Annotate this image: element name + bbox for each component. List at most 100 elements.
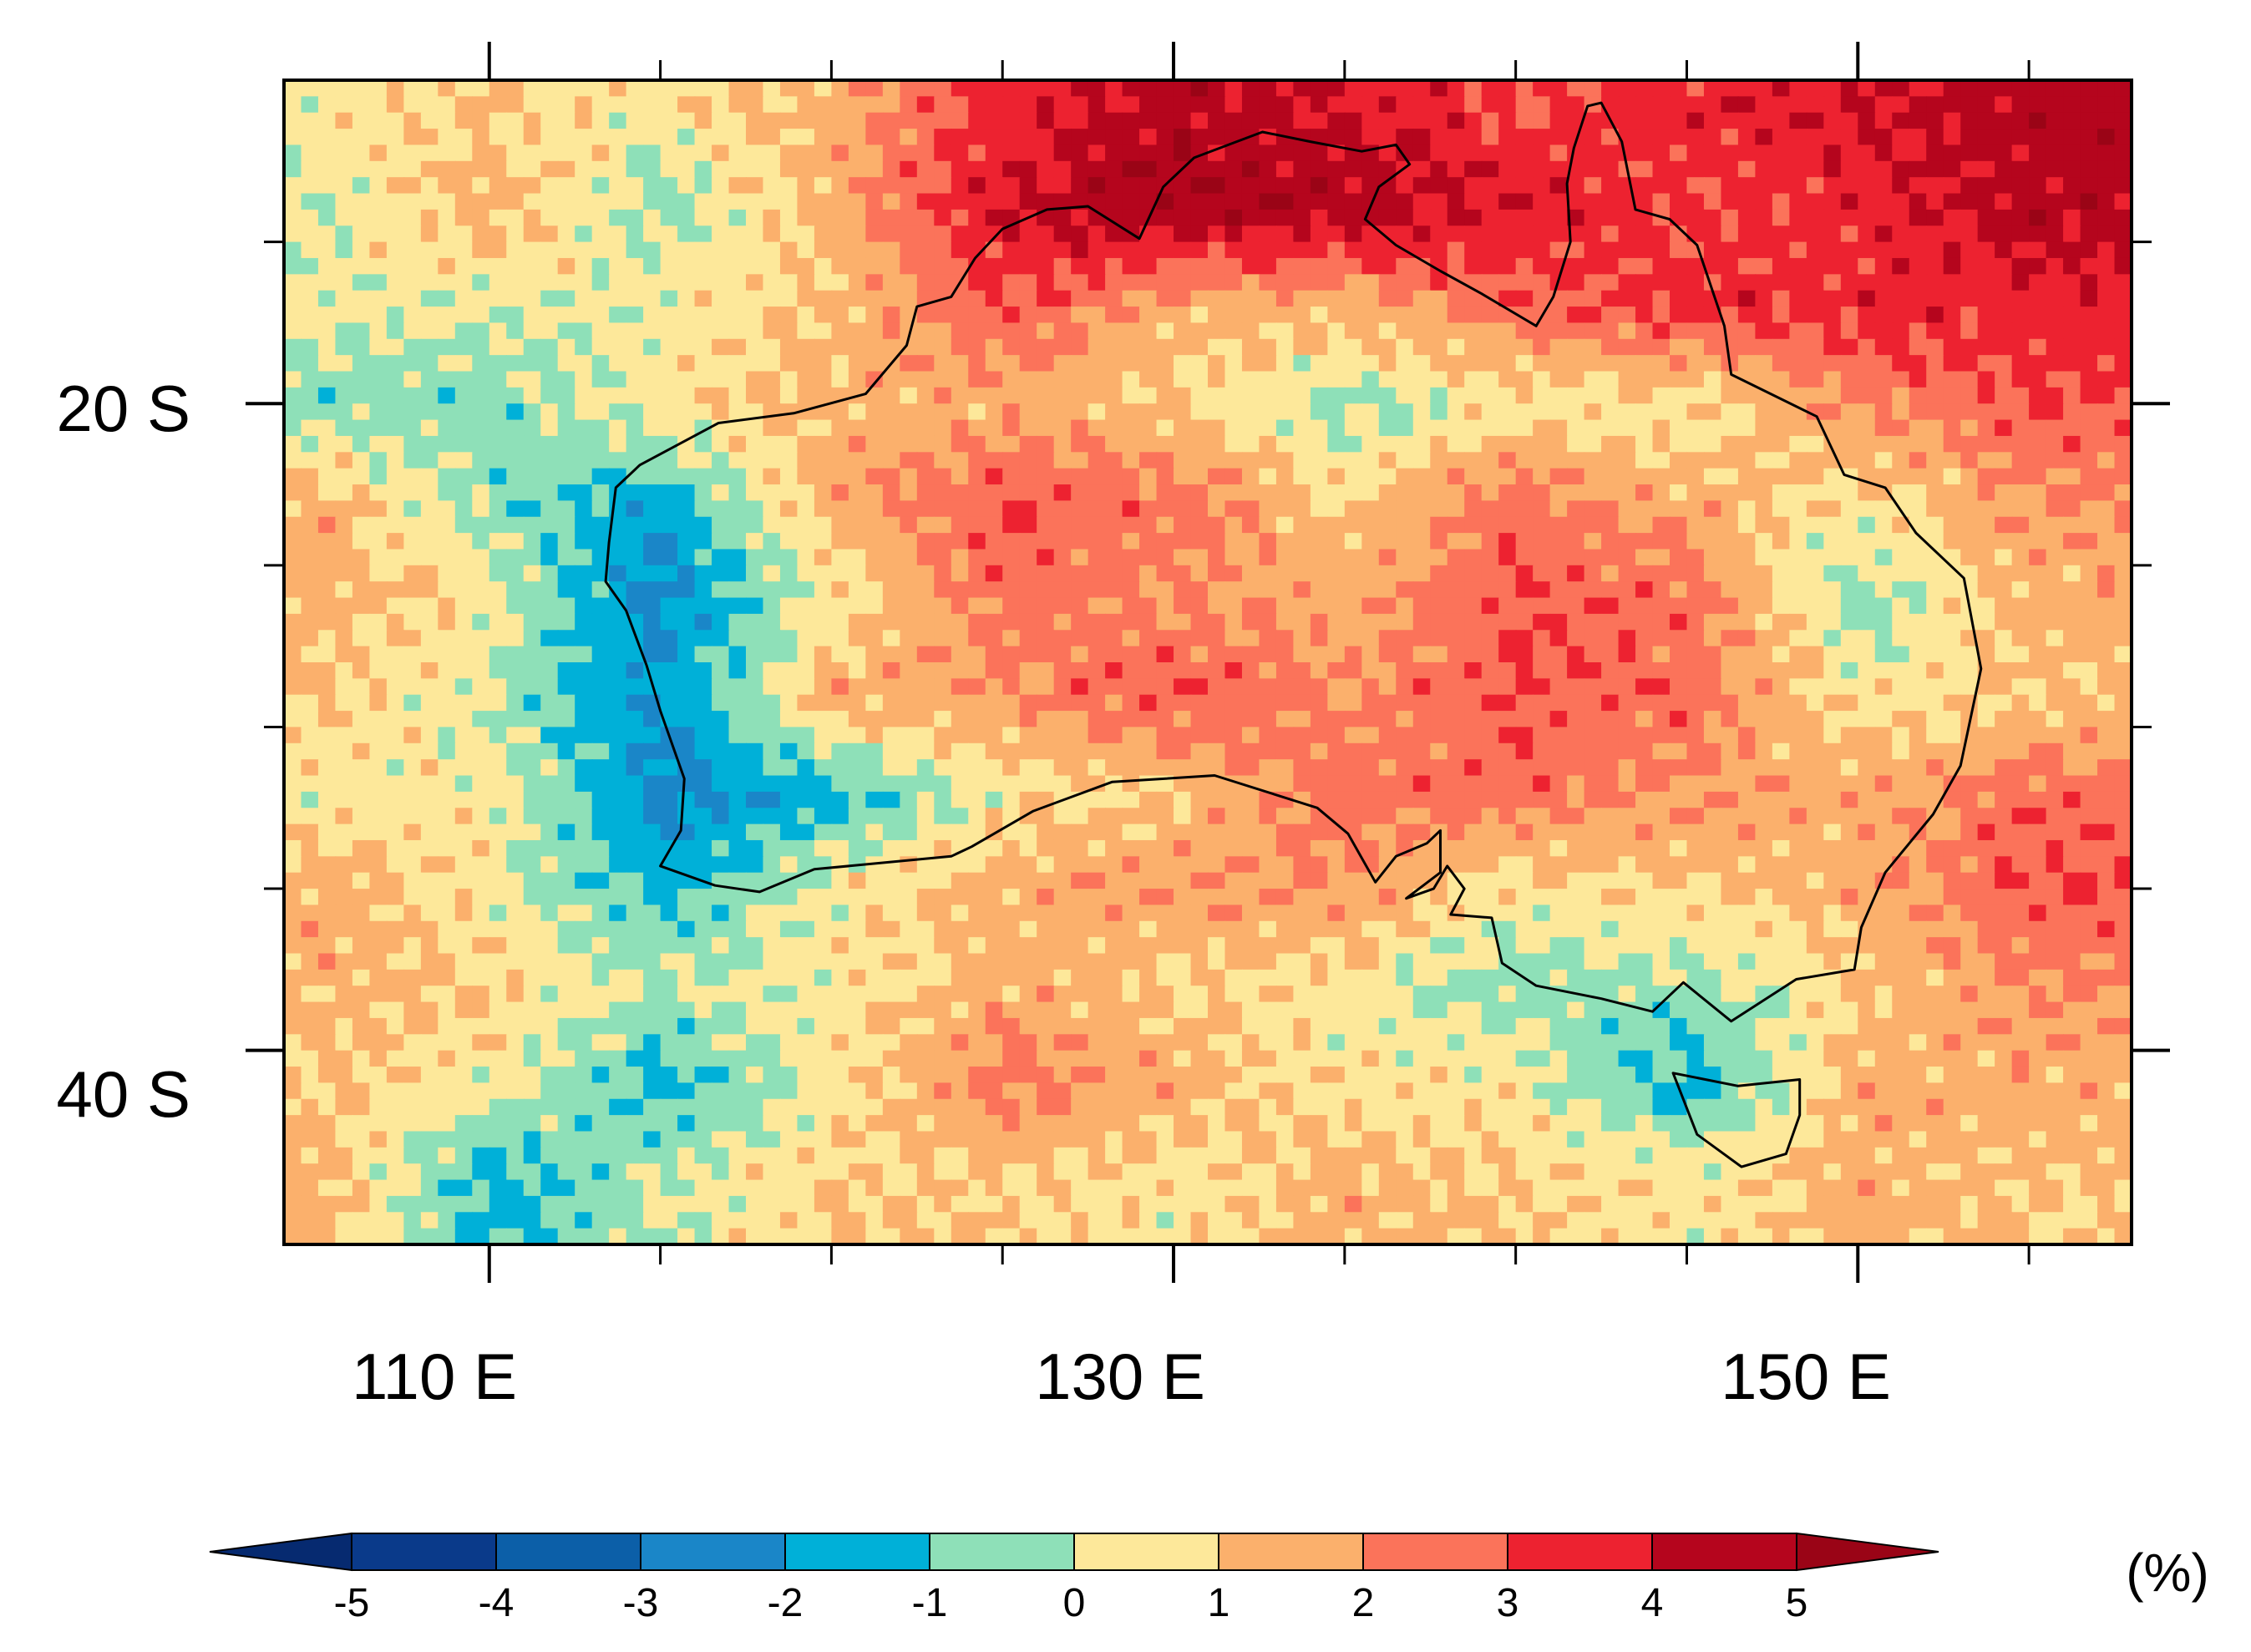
field-cell xyxy=(1139,112,1158,129)
field-cell xyxy=(1635,322,1654,340)
field-cell xyxy=(540,694,559,712)
field-cell xyxy=(1430,678,1448,696)
field-cell xyxy=(1071,468,1089,485)
field-cell xyxy=(1755,808,1773,825)
field-cell xyxy=(865,209,884,227)
field-cell xyxy=(1259,80,1277,98)
field-cell xyxy=(1943,500,1961,518)
field-cell xyxy=(1430,452,1448,469)
field-cell xyxy=(712,581,730,599)
field-cell xyxy=(1618,613,1636,631)
field-cell xyxy=(1618,694,1636,712)
field-cell xyxy=(916,711,935,728)
field-cell xyxy=(2046,274,2064,291)
field-cell xyxy=(489,452,508,469)
field-cell xyxy=(728,727,747,744)
field-cell xyxy=(1635,241,1654,259)
field-cell xyxy=(1772,419,1791,437)
field-cell xyxy=(1567,96,1585,114)
field-cell xyxy=(916,419,935,437)
field-cell xyxy=(1241,646,1260,663)
field-cell xyxy=(1755,129,1773,146)
field-cell xyxy=(1224,500,1243,518)
field-cell xyxy=(746,371,764,388)
field-cell xyxy=(1755,274,1773,291)
field-cell xyxy=(1259,160,1277,178)
field-cell xyxy=(1447,662,1466,680)
field-cell xyxy=(1396,581,1414,599)
field-cell xyxy=(301,613,319,631)
field-cell xyxy=(1549,630,1568,647)
field-cell xyxy=(694,322,712,340)
field-cell xyxy=(2114,112,2132,129)
field-cell xyxy=(1378,307,1397,324)
field-cell xyxy=(1652,759,1671,777)
field-cell xyxy=(1858,452,1876,469)
field-cell xyxy=(1601,80,1620,98)
field-cell xyxy=(1721,80,1739,98)
field-cell xyxy=(1515,96,1534,114)
field-cell xyxy=(1447,630,1466,647)
field-cell xyxy=(677,533,696,550)
field-cell xyxy=(1310,112,1329,129)
field-cell xyxy=(1584,533,1602,550)
field-cell xyxy=(1447,452,1466,469)
field-cell xyxy=(1071,808,1089,825)
field-cell xyxy=(1823,759,1842,777)
field-cell xyxy=(1087,419,1106,437)
field-cell xyxy=(1498,290,1517,307)
field-cell xyxy=(1259,435,1277,454)
field-cell xyxy=(386,144,405,162)
field-cell xyxy=(916,371,935,388)
field-cell xyxy=(1806,484,1825,502)
field-cell xyxy=(1943,597,1961,615)
field-cell xyxy=(814,307,833,324)
field-cell xyxy=(1241,549,1260,566)
field-cell xyxy=(369,160,388,178)
field-cell xyxy=(557,371,575,388)
field-cell xyxy=(1533,791,1551,809)
field-cell xyxy=(1670,160,1688,178)
field-cell xyxy=(1156,307,1174,324)
field-cell xyxy=(2097,678,2116,696)
field-cell xyxy=(900,662,918,680)
field-cell xyxy=(1995,452,2013,469)
field-cell xyxy=(369,759,388,777)
field-cell xyxy=(352,565,371,582)
field-cell xyxy=(1037,630,1055,647)
field-cell xyxy=(1618,775,1636,793)
field-cell xyxy=(1567,193,1585,210)
field-cell xyxy=(1670,355,1688,372)
field-cell xyxy=(968,355,986,372)
field-cell xyxy=(454,290,474,307)
field-cell xyxy=(951,322,970,340)
field-cell xyxy=(1703,775,1722,793)
field-cell xyxy=(575,387,593,405)
field-cell xyxy=(1567,257,1585,276)
field-cell xyxy=(985,533,1004,550)
field-cell xyxy=(1019,290,1037,307)
field-cell xyxy=(1310,241,1329,259)
field-cell xyxy=(1874,775,1894,793)
field-cell xyxy=(916,484,935,502)
field-cell xyxy=(301,257,319,276)
field-cell xyxy=(1430,209,1448,227)
field-cell xyxy=(1053,533,1072,550)
field-cell xyxy=(1327,662,1346,680)
field-cell xyxy=(1892,274,1910,291)
field-cell xyxy=(2011,742,2030,760)
field-cell xyxy=(1789,808,1807,825)
field-cell xyxy=(1293,808,1311,825)
field-cell xyxy=(2114,630,2132,647)
field-cell xyxy=(335,565,353,582)
field-cell xyxy=(1156,646,1174,663)
field-cell xyxy=(454,338,474,356)
field-cell xyxy=(2063,307,2081,324)
field-cell xyxy=(712,678,730,696)
field-cell xyxy=(2011,129,2030,146)
field-cell xyxy=(694,500,712,518)
field-cell xyxy=(797,96,815,114)
field-cell xyxy=(1293,129,1311,146)
field-cell xyxy=(1789,630,1807,647)
field-cell xyxy=(712,177,730,195)
